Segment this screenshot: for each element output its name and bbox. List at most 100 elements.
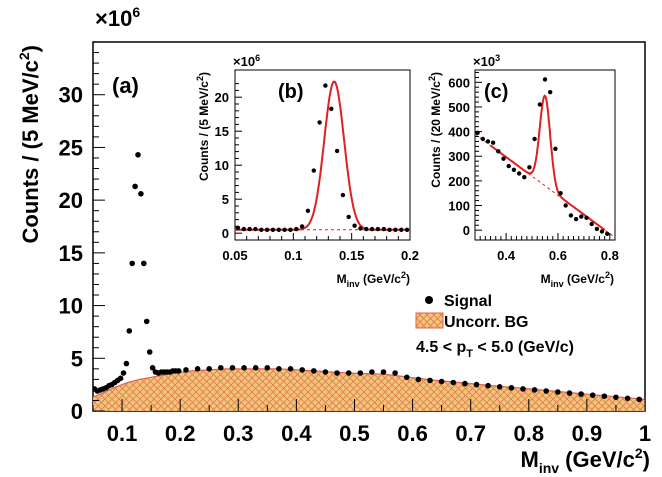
main-y-tick-label: 15 — [59, 241, 83, 266]
main-signal-point — [311, 368, 317, 374]
inset-b-point — [253, 226, 258, 232]
main-signal-point — [146, 349, 153, 355]
inset-b-point — [247, 226, 252, 232]
main-signal-point — [601, 393, 608, 400]
inset-c-point — [584, 215, 589, 220]
inset-b-y-tick-label: 0 — [222, 226, 229, 241]
main-signal-point — [380, 369, 387, 375]
inset-c-y-tick-label: 0 — [463, 223, 470, 238]
inset-b-y-tick-label: 10 — [215, 158, 229, 173]
inset-b-point — [276, 227, 281, 232]
inset-b-x-tick-label: 0.2 — [401, 248, 419, 263]
inset-c-x-tick-label: 0.6 — [549, 248, 567, 263]
main-signal-point — [508, 385, 515, 391]
inset-b-point — [329, 106, 334, 112]
inset-c-x-axis-title: Minv (GeV/c2) — [541, 270, 614, 289]
main-signal-point — [613, 394, 619, 401]
main-signal-point — [589, 392, 596, 399]
inset-c-y-tick-label: 200 — [448, 174, 470, 189]
inset-c-y-tick-label: 300 — [448, 149, 470, 164]
legend-bg-marker — [415, 312, 444, 329]
main-signal-point — [138, 191, 144, 197]
inset-b-y-tick-label: 5 — [222, 192, 229, 207]
inset-b-point — [340, 192, 346, 198]
main-legend: Signal Uncorr. BG 4.5 < pT < 5.0 (GeV/c) — [415, 293, 574, 360]
inset-c-point — [506, 163, 511, 169]
legend-signal-label: Signal — [444, 293, 492, 310]
inset-c-point — [599, 229, 605, 234]
main-x-tick-label: 0.4 — [281, 421, 312, 446]
main-signal-point — [241, 365, 247, 371]
main-y-tick-label: 10 — [59, 294, 83, 319]
main-signal-point — [462, 380, 468, 387]
main-signal-point — [415, 376, 422, 383]
inset-c-panel: 0.4 0.6 0.8 0 100 200 300 400 500 600 ×103 (c) C… — [427, 52, 626, 290]
inset-c-panel-label: (c) — [484, 81, 508, 103]
inset-c-y-tick-label: 600 — [448, 75, 470, 90]
main-signal-point — [229, 365, 236, 371]
inset-c-y-tick-label: 400 — [448, 125, 470, 140]
main-y-tick-label: 5 — [71, 346, 83, 371]
inset-c-points-layer — [475, 77, 610, 236]
main-y-tick-label: 30 — [59, 83, 83, 108]
inset-b-point — [404, 227, 410, 232]
inset-b-points-layer — [235, 83, 410, 232]
main-signal-point — [264, 365, 271, 371]
main-signal-point — [636, 396, 642, 403]
inset-c-y-ticks: 0 100 200 300 400 500 600 — [448, 71, 482, 238]
main-signal-point — [555, 389, 561, 395]
inset-c-point — [563, 203, 568, 208]
inset-b-panel-label: (b) — [278, 81, 304, 103]
main-signal-point — [123, 360, 130, 367]
main-x-tick-label: 0.5 — [339, 421, 370, 446]
main-y-tick-label: 20 — [59, 188, 83, 213]
main-signal-point — [334, 370, 340, 376]
inset-b-point — [323, 83, 328, 88]
inset-b-point — [264, 227, 270, 232]
inset-b-background — [192, 52, 412, 290]
inset-b-point — [270, 227, 276, 232]
main-signal-point — [218, 365, 224, 371]
inset-c-point — [511, 167, 517, 172]
inset-b-y-multiplier: ×106 — [233, 53, 260, 69]
main-bg-layer — [93, 368, 645, 411]
inset-b-point — [282, 227, 287, 232]
main-y-multiplier: ×106 — [95, 4, 140, 31]
main-signal-point — [132, 183, 138, 190]
main-signal-point — [143, 318, 150, 325]
inset-b-plot-frame — [234, 69, 411, 241]
inset-c-point — [490, 140, 496, 145]
pt-range-annotation: 4.5 < pT < 5.0 (GeV/c) — [416, 339, 574, 360]
inset-c-y-axis-title: Counts / (20 MeV/c2) — [427, 72, 443, 188]
inset-c-point — [496, 149, 501, 154]
main-signal-point — [141, 260, 147, 267]
inset-b-y-axis-title: Counts / (5 MeV/c2) — [195, 72, 211, 181]
inset-c-point — [522, 175, 527, 180]
main-x-tick-label: 0.1 — [107, 421, 138, 446]
inset-b-point — [259, 227, 264, 232]
legend-bg-label: Uncorr. BG — [444, 314, 528, 331]
main-y-axis-title: Counts / (5 MeV/c2) — [16, 45, 43, 243]
main-signal-point — [404, 374, 410, 381]
inset-b-point — [305, 208, 311, 213]
inset-b-point — [358, 226, 363, 231]
inset-b-point — [387, 227, 392, 232]
inset-c-point — [594, 226, 600, 232]
main-signal-point — [566, 390, 573, 396]
inset-b-x-axis-title: Minv (GeV/c2) — [337, 270, 410, 289]
inset-c-y-multiplier: ×103 — [473, 53, 500, 69]
main-signal-point — [450, 379, 457, 386]
main-points-layer — [93, 152, 642, 403]
inset-c-y-tick-label: 100 — [448, 199, 470, 214]
main-x-tick-label: 0.8 — [513, 421, 544, 446]
main-x-tick-label: 0.2 — [165, 421, 196, 446]
main-signal-point — [485, 382, 491, 389]
inset-b-x-tick-label: 0.05 — [222, 248, 247, 263]
main-signal-point — [496, 384, 503, 390]
main-x-tick-label: 0.3 — [223, 421, 254, 446]
main-signal-point — [520, 386, 526, 392]
main-signal-point — [299, 367, 306, 373]
main-signal-point — [357, 370, 364, 376]
main-signal-point — [194, 366, 201, 372]
